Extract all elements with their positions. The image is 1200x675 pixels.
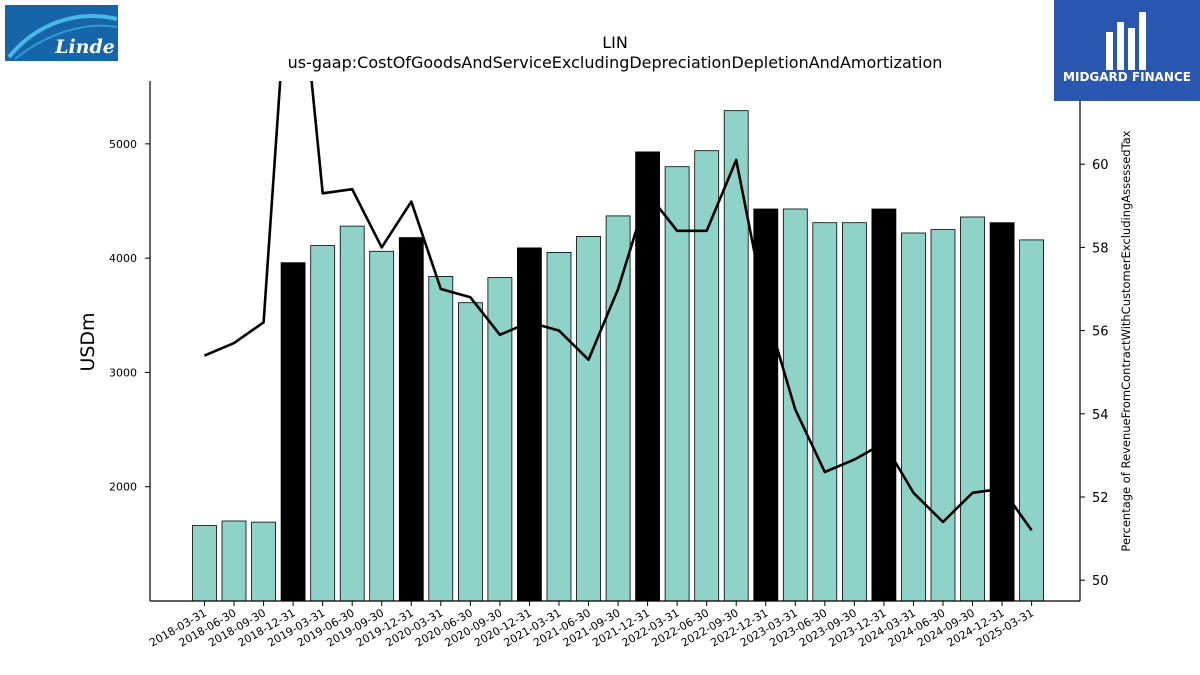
y2-tick-label: 52 (1092, 491, 1109, 506)
midgard-logo-bg (1054, 0, 1200, 101)
y-tick-label: 3000 (109, 366, 137, 379)
y2-tick-label: 54 (1092, 408, 1109, 423)
chart-title: LIN (602, 33, 628, 52)
series-line (203, 81, 1033, 532)
midgard-finance-logo: MIDGARD FINANCE (1054, 0, 1200, 101)
bar (605, 215, 631, 602)
bar (635, 151, 660, 602)
bar (842, 222, 867, 602)
midgard-logo-mark (1106, 12, 1146, 70)
y2-axis-label: Percentage of RevenueFromContractWithCus… (1119, 130, 1133, 551)
bar (1019, 239, 1044, 602)
bar (339, 225, 365, 602)
bar (398, 237, 424, 602)
bar (723, 110, 749, 602)
y-tick-label: 2000 (109, 481, 137, 494)
y2-tick-label: 50 (1092, 574, 1109, 589)
bar (369, 250, 395, 602)
axes-group: 20003000400050005052545658602018-03-3120… (109, 81, 1109, 650)
bar (221, 520, 247, 602)
bar (517, 247, 542, 602)
linde-logo: Linde (5, 5, 118, 61)
y-tick-label: 4000 (109, 252, 137, 265)
bar (960, 216, 985, 602)
y-tick-label: 5000 (109, 138, 137, 151)
bar (192, 525, 217, 602)
bar (280, 262, 306, 602)
midgard-logo-text: MIDGARD FINANCE (1063, 70, 1191, 84)
bar (812, 222, 838, 602)
linde-logo-text: Linde (54, 36, 115, 58)
bar (310, 245, 336, 602)
y-axis-label: USDm (77, 312, 99, 371)
y2-tick-label: 56 (1092, 325, 1109, 340)
bar (457, 302, 483, 602)
y2-tick-label: 60 (1092, 158, 1109, 173)
line-group (203, 81, 1033, 532)
bar (694, 150, 720, 602)
bar (576, 235, 601, 602)
bar (546, 251, 572, 602)
bar (871, 208, 897, 602)
bar (930, 229, 956, 602)
bar (428, 275, 454, 602)
bar (989, 222, 1015, 602)
bar (782, 208, 808, 602)
bar (901, 232, 926, 602)
bar (664, 166, 690, 602)
chart-subtitle: us-gaap:CostOfGoodsAndServiceExcludingDe… (288, 53, 943, 72)
bars-group (192, 110, 1044, 602)
bar (251, 521, 277, 602)
y2-tick-label: 58 (1092, 241, 1109, 256)
